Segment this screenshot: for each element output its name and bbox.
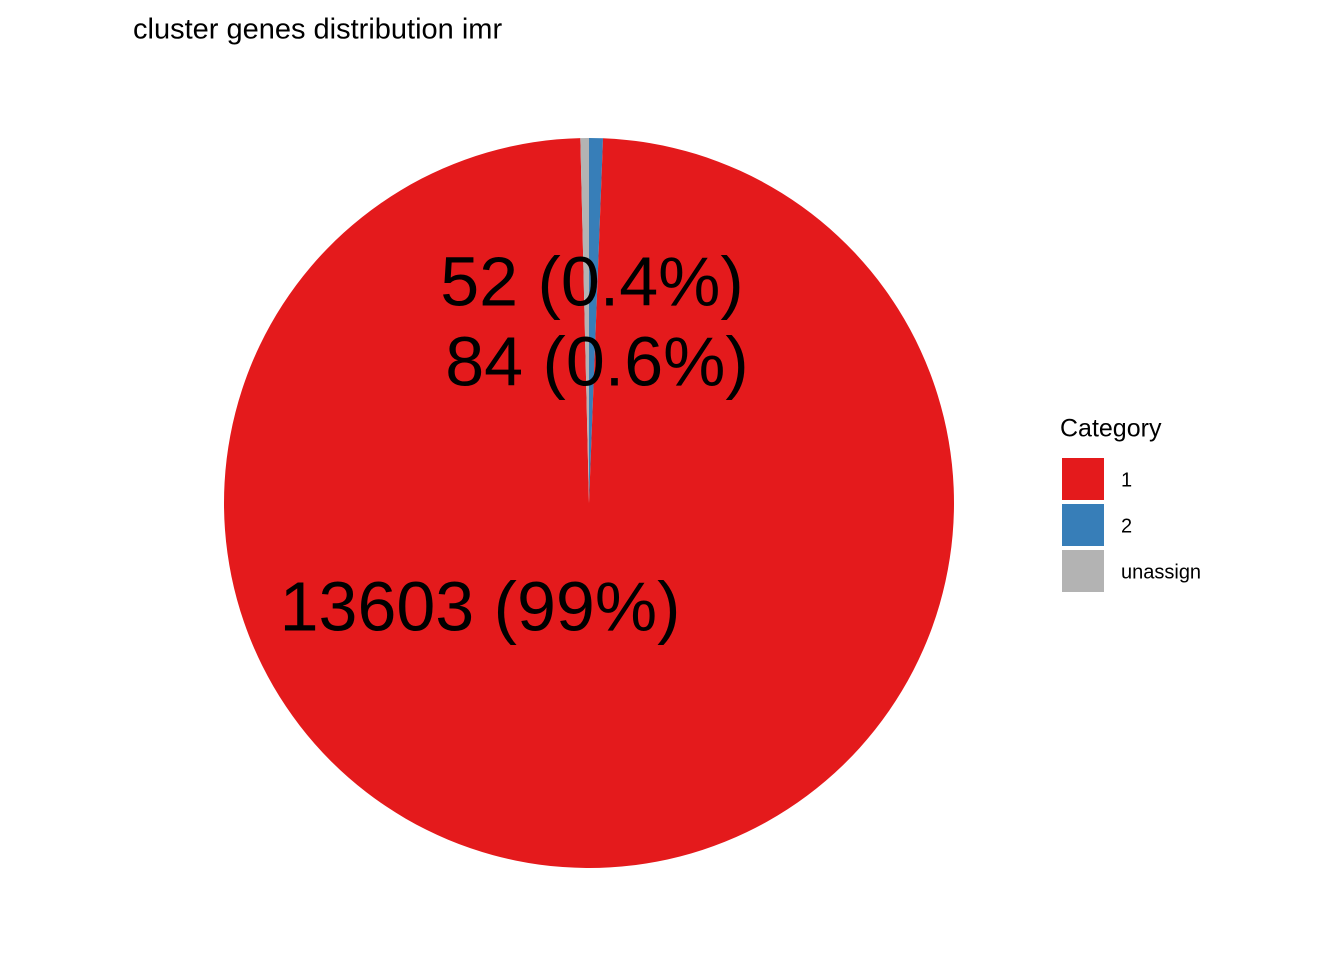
legend-key — [1062, 504, 1104, 546]
slice-label: 52 (0.4%) — [440, 242, 743, 320]
legend-label: 2 — [1121, 515, 1132, 537]
slice-label: 84 (0.6%) — [445, 322, 748, 400]
chart-title: cluster genes distribution imr — [133, 14, 502, 46]
legend-title: Category — [1060, 415, 1162, 443]
pie-slice — [224, 138, 955, 868]
legend-label: unassign — [1121, 561, 1201, 583]
pie-slice — [580, 138, 589, 503]
legend-key — [1062, 550, 1104, 592]
slice-label: 13603 (99%) — [280, 567, 681, 645]
legend-label: 1 — [1121, 469, 1132, 491]
pie-slice — [589, 138, 604, 503]
legend-key — [1062, 458, 1104, 500]
